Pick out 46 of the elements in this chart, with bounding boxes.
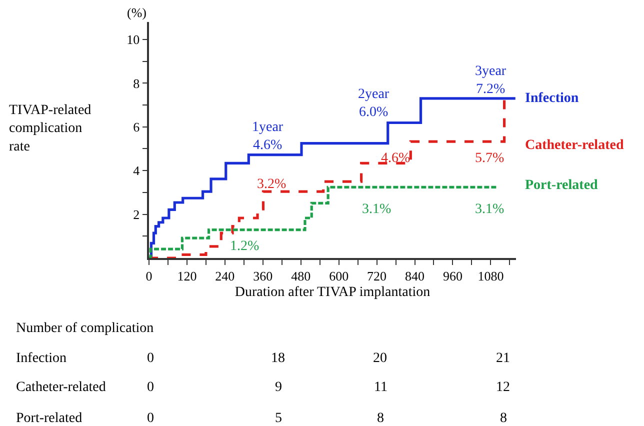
- annotation: 4.6%: [381, 151, 410, 166]
- annotation: 1year 4.6%: [252, 120, 284, 154]
- series-label: Infection: [525, 91, 579, 106]
- text: 8: [500, 411, 507, 426]
- y-tick-label: 10: [126, 32, 140, 48]
- text: 11: [374, 380, 388, 395]
- text: 12: [496, 380, 510, 395]
- y-tick-label: 2: [133, 206, 140, 222]
- annotation: 5.7%: [475, 151, 504, 166]
- y-tick-label: 6: [133, 119, 140, 134]
- x-tick-label: 1080: [478, 268, 504, 284]
- text: Infection: [16, 351, 67, 366]
- x-tick-label: 0: [146, 268, 152, 284]
- x-tick-label: 960: [442, 268, 462, 284]
- annotation: 3year 7.2%: [475, 64, 506, 98]
- text: (%): [127, 5, 146, 20]
- text: Port-related: [16, 411, 82, 426]
- text: 0: [147, 351, 154, 366]
- annotation: 3.1%: [362, 202, 392, 217]
- y-tick-label: 8: [133, 76, 140, 91]
- x-tick-label: 600: [329, 268, 349, 284]
- text: 0: [147, 380, 154, 395]
- x-tick-label: 120: [177, 268, 197, 284]
- x-tick-label: 720: [367, 268, 387, 284]
- text: Number of complication: [16, 321, 154, 336]
- annotation: 1.2%: [230, 239, 260, 254]
- annotation: 3.2%: [257, 177, 286, 192]
- x-tick-label: 480: [291, 268, 311, 284]
- text: Catheter-related: [16, 380, 106, 395]
- text: 0: [147, 411, 154, 426]
- text: 21: [496, 351, 510, 366]
- text: 20: [373, 351, 387, 366]
- series-label: Catheter-related: [525, 138, 624, 153]
- x-axis-title: Duration after TIVAP implantation: [234, 285, 430, 300]
- x-tick-label: 840: [405, 268, 425, 284]
- x-tick-label: 240: [215, 268, 235, 284]
- x-tick-label: 360: [253, 268, 273, 284]
- text: 18: [271, 351, 285, 366]
- y-tick-label: 4: [133, 163, 140, 178]
- text: 5: [275, 411, 282, 426]
- text: Port-related: [525, 178, 598, 193]
- text: 8: [377, 411, 384, 426]
- y-axis-title: TIVAP-related complication rate: [9, 103, 92, 154]
- text: 9: [275, 380, 282, 395]
- annotation: 3.1%: [475, 202, 504, 217]
- annotation: 2year 6.0%: [358, 87, 390, 120]
